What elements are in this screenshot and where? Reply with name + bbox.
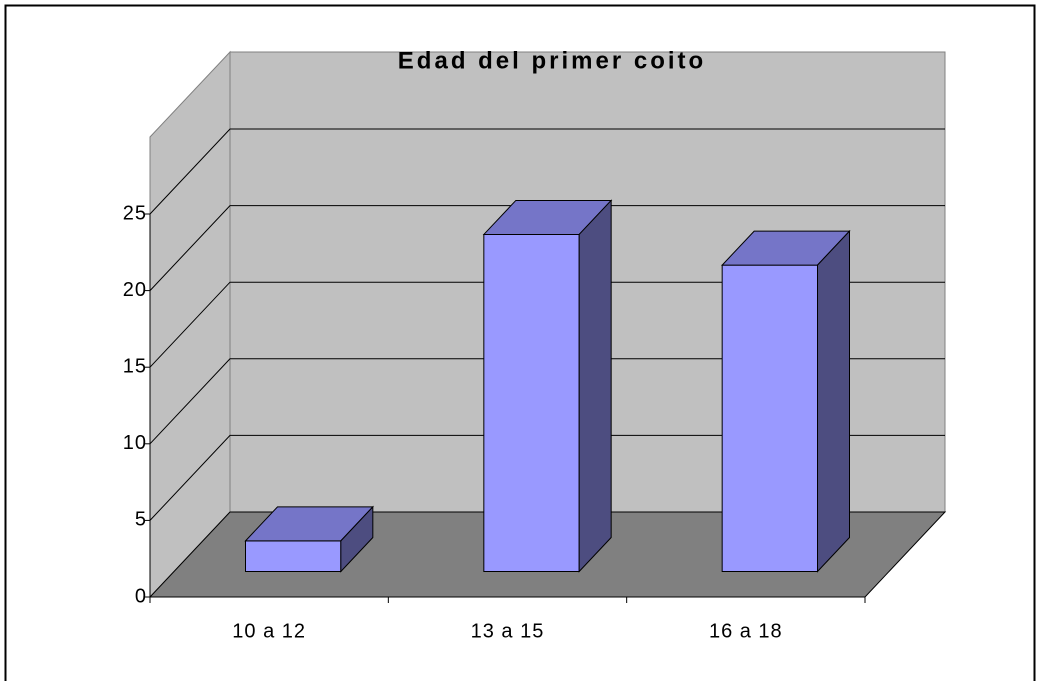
y-tick-label: 0 bbox=[135, 585, 147, 607]
bar bbox=[244, 505, 374, 573]
bar-side bbox=[817, 229, 850, 573]
bar-side bbox=[578, 199, 612, 573]
grid-line bbox=[149, 205, 945, 291]
grid-line bbox=[149, 128, 945, 215]
plot-area: 0 5 10 15 20 25 10 a 12 13 a 15 16 a 18 bbox=[123, 50, 947, 642]
y-tick-label: 5 bbox=[135, 509, 147, 531]
x-tick-label: 10 a 12 bbox=[232, 620, 306, 642]
bar bbox=[721, 229, 851, 573]
bar-front bbox=[483, 233, 580, 572]
grid-line bbox=[149, 358, 945, 445]
y-tick-label: 10 bbox=[123, 432, 147, 454]
chart-title: Edad del primer coito bbox=[398, 47, 706, 74]
bar-front bbox=[721, 264, 818, 572]
bar bbox=[482, 199, 613, 573]
grid-line bbox=[149, 434, 945, 521]
bar-front bbox=[245, 540, 342, 572]
y-tick-label: 15 bbox=[123, 355, 147, 377]
y-tick-label: 25 bbox=[123, 202, 147, 224]
bar-side bbox=[340, 505, 374, 573]
y-tick-label: 20 bbox=[123, 279, 147, 301]
x-tick-label: 13 a 15 bbox=[471, 620, 545, 642]
x-tick-label: 16 a 18 bbox=[709, 620, 783, 642]
grid-line bbox=[149, 281, 945, 368]
